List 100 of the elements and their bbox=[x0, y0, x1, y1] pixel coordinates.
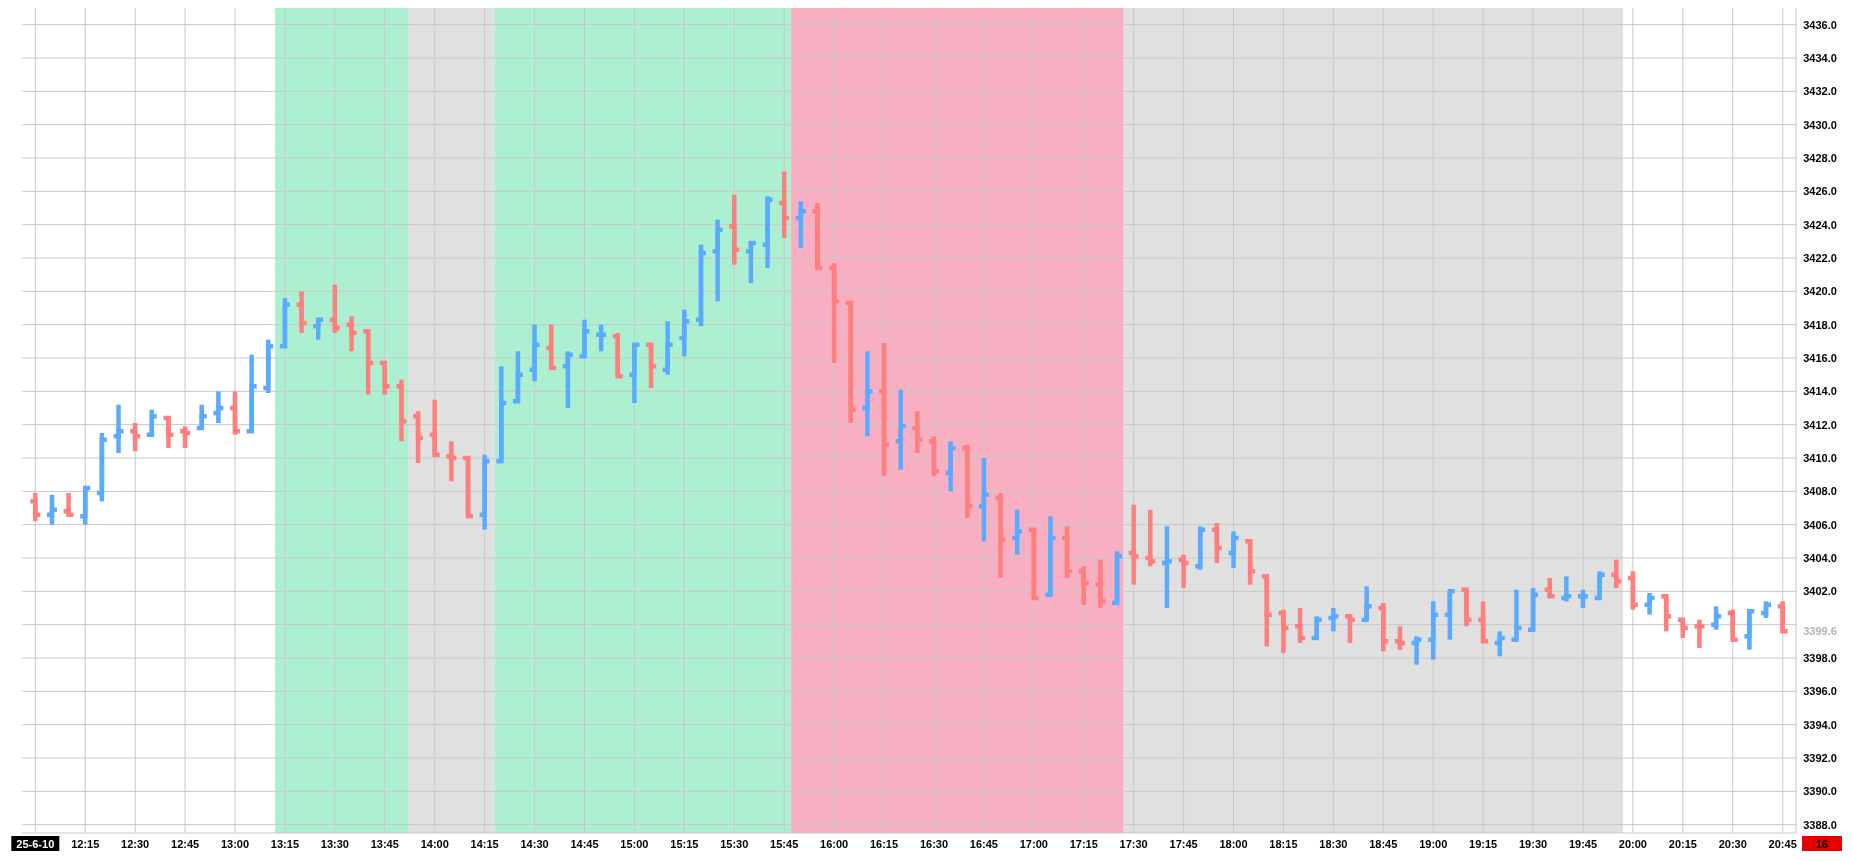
candlestick bbox=[627, 342, 642, 403]
candlestick bbox=[1409, 636, 1424, 665]
x-tick-label: 14:00 bbox=[420, 838, 449, 850]
y-tick-label: 3428.0 bbox=[1803, 152, 1837, 164]
candlestick bbox=[643, 342, 659, 388]
candlestick bbox=[1692, 619, 1707, 648]
x-tick-label: 15:30 bbox=[720, 838, 749, 850]
candlestick bbox=[960, 444, 975, 518]
candlestick bbox=[410, 411, 426, 463]
y-tick-label: 3418.0 bbox=[1803, 318, 1837, 331]
text: 16 bbox=[1815, 838, 1829, 850]
x-tick-label: 14:30 bbox=[520, 838, 549, 850]
candlestick bbox=[1775, 601, 1790, 634]
y-tick-label: 3434.0 bbox=[1803, 52, 1837, 64]
candlestick bbox=[294, 291, 309, 333]
x-tick-label: 20:00 bbox=[1618, 838, 1647, 850]
candlestick bbox=[876, 343, 892, 477]
x-tick-label: 19:30 bbox=[1518, 838, 1548, 850]
x-tick-label: 25-6-10 bbox=[16, 838, 55, 850]
candlestick bbox=[943, 441, 958, 492]
candlestick bbox=[327, 284, 343, 333]
x-tick-label: 13:15 bbox=[270, 838, 300, 850]
candlestick bbox=[227, 391, 243, 435]
candlestick bbox=[1742, 609, 1757, 650]
candlestick bbox=[710, 219, 725, 302]
candlestick bbox=[1625, 571, 1641, 610]
x-tick-label: 17:30 bbox=[1119, 838, 1148, 850]
x-tick-label: 15:15 bbox=[670, 838, 699, 850]
candlestick bbox=[1076, 566, 1091, 605]
x-tick-label: 18:45 bbox=[1369, 838, 1398, 850]
candlestick bbox=[61, 493, 76, 517]
candlestick bbox=[1292, 608, 1308, 643]
x-tick-label: 16:30 bbox=[919, 838, 949, 850]
candlestick bbox=[776, 171, 792, 238]
candlestick bbox=[177, 426, 193, 448]
candlestick bbox=[44, 494, 60, 525]
x-tick-label: 17:15 bbox=[1069, 838, 1098, 850]
y-tick-label: 3426.0 bbox=[1803, 185, 1837, 198]
candlestick bbox=[194, 404, 209, 431]
candlestick bbox=[760, 196, 775, 268]
y-tick-label: 3412.0 bbox=[1803, 418, 1837, 431]
candlestick bbox=[843, 300, 858, 423]
candlestick bbox=[1559, 576, 1574, 602]
y-tick-label: 3406.0 bbox=[1803, 518, 1837, 531]
x-tick-label: 14:45 bbox=[570, 838, 599, 850]
candlestick bbox=[1725, 609, 1740, 642]
x-tick-label: 15:00 bbox=[620, 838, 649, 850]
x-tick-label: 12:15 bbox=[71, 838, 100, 850]
candlestick bbox=[910, 411, 925, 453]
x-tick-label: 17:45 bbox=[1169, 838, 1198, 850]
y-tick-label: 3404.0 bbox=[1803, 552, 1837, 564]
candlestick bbox=[1675, 617, 1691, 638]
candlestick bbox=[144, 409, 160, 437]
candlestick bbox=[1176, 554, 1191, 588]
candlestick bbox=[211, 391, 226, 423]
candlestick bbox=[793, 201, 809, 248]
x-tick-label: 20:45 bbox=[1768, 838, 1797, 850]
candlestick bbox=[1259, 574, 1275, 647]
candlestick bbox=[1575, 589, 1591, 608]
x-tick-label: 16:00 bbox=[820, 838, 849, 850]
candlestick bbox=[1392, 626, 1408, 650]
candlestick bbox=[1126, 504, 1141, 585]
y-tick-label: 3402.0 bbox=[1803, 585, 1837, 598]
y-tick-label: 3390.0 bbox=[1803, 785, 1837, 798]
candlestick bbox=[344, 316, 359, 352]
candlestick bbox=[1209, 523, 1225, 563]
candlestick bbox=[593, 324, 609, 352]
candlestick bbox=[1276, 609, 1291, 653]
candlestick bbox=[1359, 586, 1374, 622]
candlestick bbox=[1459, 587, 1474, 627]
y-tick-label: 3388.0 bbox=[1803, 818, 1837, 831]
candlestick bbox=[1609, 559, 1624, 588]
y-tick-label: 3424.0 bbox=[1803, 218, 1837, 231]
candlestick bbox=[1159, 526, 1175, 608]
annotation: 3399.6 bbox=[1803, 625, 1837, 638]
x-tick-label: 18:30 bbox=[1319, 838, 1348, 850]
candlestick bbox=[1326, 608, 1341, 632]
candlestick bbox=[993, 493, 1008, 578]
x-tick-label: 19:45 bbox=[1568, 838, 1598, 850]
y-tick-label: 3422.0 bbox=[1803, 252, 1837, 264]
candlestick bbox=[1143, 509, 1158, 567]
y-tick-label: 3436.0 bbox=[1803, 18, 1837, 31]
candlestick bbox=[111, 404, 126, 453]
candlestick bbox=[277, 298, 293, 349]
candlestick bbox=[310, 317, 326, 340]
candlestick bbox=[1059, 526, 1075, 578]
x-tick-label: 12:30 bbox=[121, 838, 150, 850]
candlestick bbox=[1376, 603, 1391, 652]
candlestick bbox=[527, 324, 542, 382]
candlestick bbox=[810, 203, 825, 271]
x-tick-label: 15:45 bbox=[770, 838, 799, 850]
y-tick-label: 3396.0 bbox=[1803, 685, 1837, 698]
candlestick bbox=[78, 485, 93, 525]
candlestick bbox=[261, 339, 276, 393]
candlestick bbox=[1658, 594, 1674, 632]
candlestick bbox=[1309, 616, 1324, 641]
y-tick-label: 3392.0 bbox=[1803, 752, 1837, 764]
y-tick-label: 3398.0 bbox=[1803, 652, 1837, 664]
candlestick bbox=[1509, 589, 1524, 642]
candlestick bbox=[926, 436, 942, 477]
